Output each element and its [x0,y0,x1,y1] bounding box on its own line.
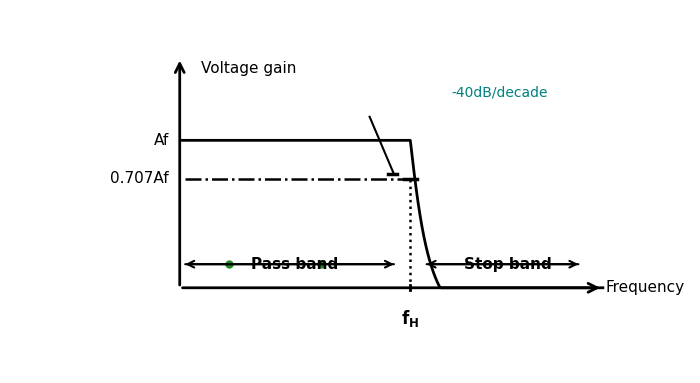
Text: Stop band: Stop band [464,257,552,272]
Text: $\mathbf{f_H}$: $\mathbf{f_H}$ [401,308,419,329]
Text: Frequency: Frequency [606,280,685,295]
Text: -40dB/decade: -40dB/decade [451,85,547,99]
Text: Pass band: Pass band [251,257,339,272]
Text: Af: Af [153,133,169,148]
Text: 0.707Af: 0.707Af [111,171,169,186]
Text: Voltage gain: Voltage gain [202,61,297,76]
